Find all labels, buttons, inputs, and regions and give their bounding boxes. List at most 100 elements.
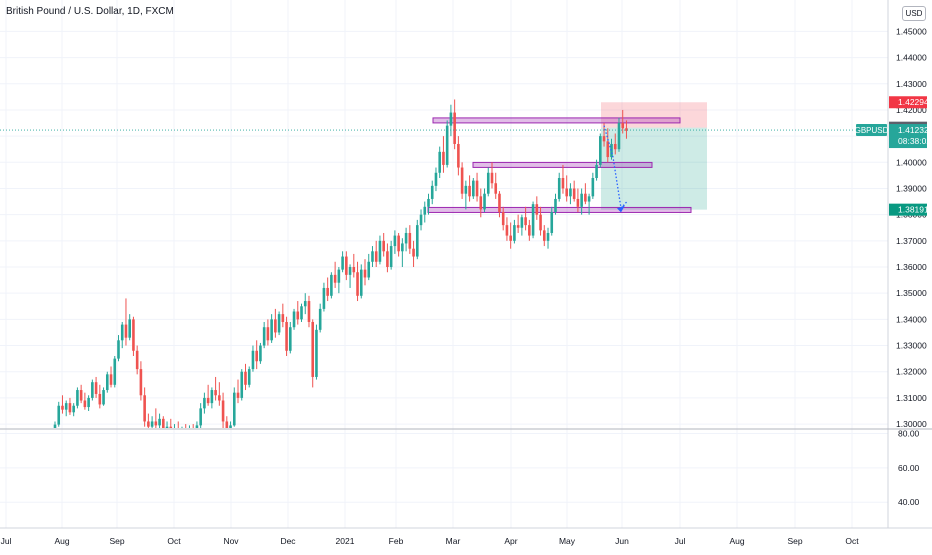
candle xyxy=(584,183,587,205)
candle-body xyxy=(53,424,57,428)
candle-body xyxy=(434,172,438,186)
candle-body xyxy=(102,390,105,405)
price-tick-label: 1.40000 xyxy=(896,157,927,167)
candle xyxy=(393,230,397,254)
candle-body xyxy=(162,418,165,428)
candle xyxy=(236,379,240,404)
candle-body xyxy=(397,235,400,252)
candle-body xyxy=(621,123,625,129)
candle xyxy=(113,356,117,388)
candle xyxy=(576,188,580,213)
candle-body xyxy=(430,185,434,199)
candle-body xyxy=(524,217,527,226)
symbol-label-text: GBPUSD xyxy=(855,126,889,135)
candle xyxy=(158,413,161,428)
candle xyxy=(53,421,57,428)
candle-body xyxy=(259,345,262,362)
price-tick-label: 1.44000 xyxy=(896,53,927,63)
candle xyxy=(135,345,139,375)
price-tick-label: 1.32000 xyxy=(896,367,927,377)
candle xyxy=(606,128,610,163)
candle-body xyxy=(625,128,628,131)
candle xyxy=(621,109,625,134)
time-tick-label: Oct xyxy=(845,536,859,546)
candle xyxy=(483,188,486,213)
candle-body xyxy=(561,178,565,189)
time-tick-label: Apr xyxy=(504,536,517,546)
price-label-last-bg xyxy=(889,124,927,149)
candle xyxy=(318,303,322,333)
candle xyxy=(210,387,214,409)
candle-body xyxy=(378,240,382,262)
candle-body xyxy=(79,390,83,401)
time-tick-label: Feb xyxy=(389,536,404,546)
candle-body xyxy=(617,123,621,150)
candle xyxy=(225,416,229,428)
time-tick-label: Aug xyxy=(729,536,744,546)
candle-body xyxy=(236,392,240,398)
candle xyxy=(91,379,94,401)
candle xyxy=(408,225,412,254)
candle xyxy=(591,172,595,199)
candle xyxy=(546,227,550,249)
candle xyxy=(68,397,72,415)
candle-body xyxy=(584,193,587,202)
candle-body xyxy=(229,425,232,428)
target-zone xyxy=(601,127,707,210)
candle-body xyxy=(199,408,202,426)
candle xyxy=(240,369,244,401)
candle xyxy=(98,384,102,409)
candle xyxy=(147,413,150,428)
candle xyxy=(132,316,135,357)
candle xyxy=(445,120,449,168)
candle xyxy=(154,408,158,428)
candle-body xyxy=(315,329,318,377)
time-tick-label: Sep xyxy=(787,536,802,546)
candle-body xyxy=(404,232,408,244)
candle xyxy=(109,366,113,388)
candle xyxy=(292,308,296,330)
candle xyxy=(498,191,501,218)
time-tick-label: May xyxy=(559,536,576,546)
time-tick-label: 2021 xyxy=(336,536,355,546)
candle-body xyxy=(576,198,580,207)
candle-body xyxy=(535,204,539,215)
candle xyxy=(206,384,210,406)
candle xyxy=(285,316,288,357)
candle-body xyxy=(546,232,550,241)
candle xyxy=(289,321,292,354)
candle-body xyxy=(356,272,359,296)
price-tick-label: 1.34000 xyxy=(896,314,927,324)
candle xyxy=(214,376,217,401)
candle-body xyxy=(479,196,483,210)
candle xyxy=(64,400,68,417)
candle-body xyxy=(453,112,456,144)
candle-body xyxy=(520,217,524,228)
candle xyxy=(120,321,124,349)
candle xyxy=(374,240,378,268)
currency-button[interactable]: USD xyxy=(902,6,926,21)
candle xyxy=(356,261,359,302)
candle-body xyxy=(483,193,486,210)
candle-body xyxy=(266,327,270,341)
candle xyxy=(102,387,105,406)
candle xyxy=(162,416,165,428)
candle xyxy=(296,301,300,325)
candle xyxy=(404,227,408,252)
candle xyxy=(617,117,621,152)
candle xyxy=(322,282,326,312)
candle xyxy=(539,206,542,236)
time-tick-label: Nov xyxy=(223,536,239,546)
candle xyxy=(494,172,498,199)
candle-body xyxy=(296,311,300,320)
candle xyxy=(561,164,565,194)
candle-body xyxy=(330,274,333,296)
candle xyxy=(244,363,247,391)
candle xyxy=(203,392,206,414)
candle xyxy=(79,384,83,404)
candle-body xyxy=(423,206,427,215)
time-tick-label: Mar xyxy=(446,536,461,546)
candle-body xyxy=(602,136,606,142)
